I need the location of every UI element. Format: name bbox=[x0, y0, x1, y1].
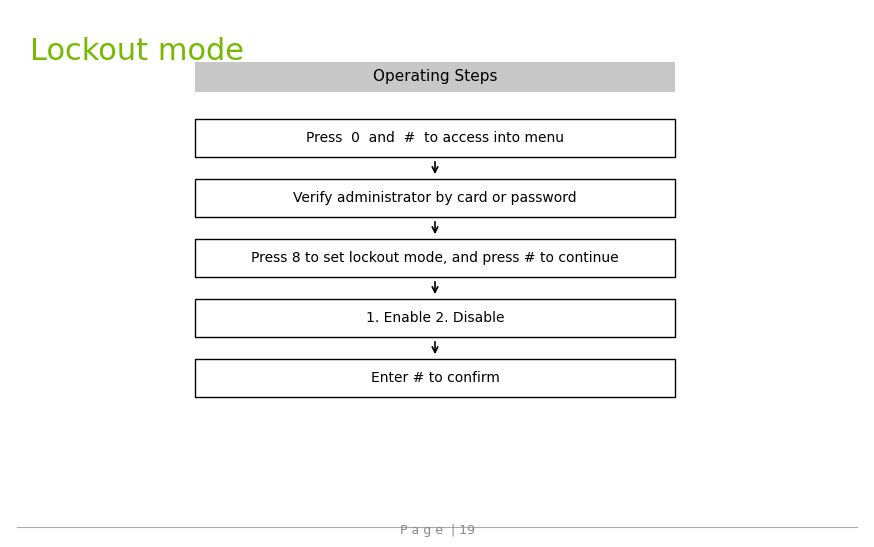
Text: Press  0  and  #  to access into menu: Press 0 and # to access into menu bbox=[306, 131, 564, 145]
Bar bbox=[195, 179, 675, 217]
Text: Verify administrator by card or password: Verify administrator by card or password bbox=[293, 191, 577, 205]
Bar bbox=[195, 62, 675, 92]
Bar bbox=[195, 359, 675, 397]
Text: Press 8 to set lockout mode, and press # to continue: Press 8 to set lockout mode, and press #… bbox=[251, 251, 619, 265]
Bar bbox=[195, 239, 675, 277]
Text: 1. Enable 2. Disable: 1. Enable 2. Disable bbox=[365, 311, 504, 325]
Text: Lockout mode: Lockout mode bbox=[30, 37, 244, 66]
Text: P a g e  | 19: P a g e | 19 bbox=[399, 524, 475, 537]
Text: Enter # to confirm: Enter # to confirm bbox=[371, 371, 499, 385]
Bar bbox=[195, 299, 675, 337]
Bar bbox=[195, 119, 675, 157]
Text: Operating Steps: Operating Steps bbox=[372, 69, 497, 84]
